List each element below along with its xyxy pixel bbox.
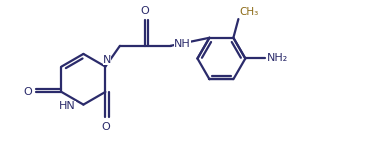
Text: CH₃: CH₃	[240, 7, 259, 17]
Text: NH₂: NH₂	[267, 53, 288, 64]
Text: N: N	[103, 55, 111, 65]
Text: NH: NH	[174, 39, 191, 49]
Text: O: O	[101, 122, 110, 132]
Text: HN: HN	[59, 101, 76, 111]
Text: O: O	[23, 87, 32, 97]
Text: O: O	[141, 6, 150, 16]
